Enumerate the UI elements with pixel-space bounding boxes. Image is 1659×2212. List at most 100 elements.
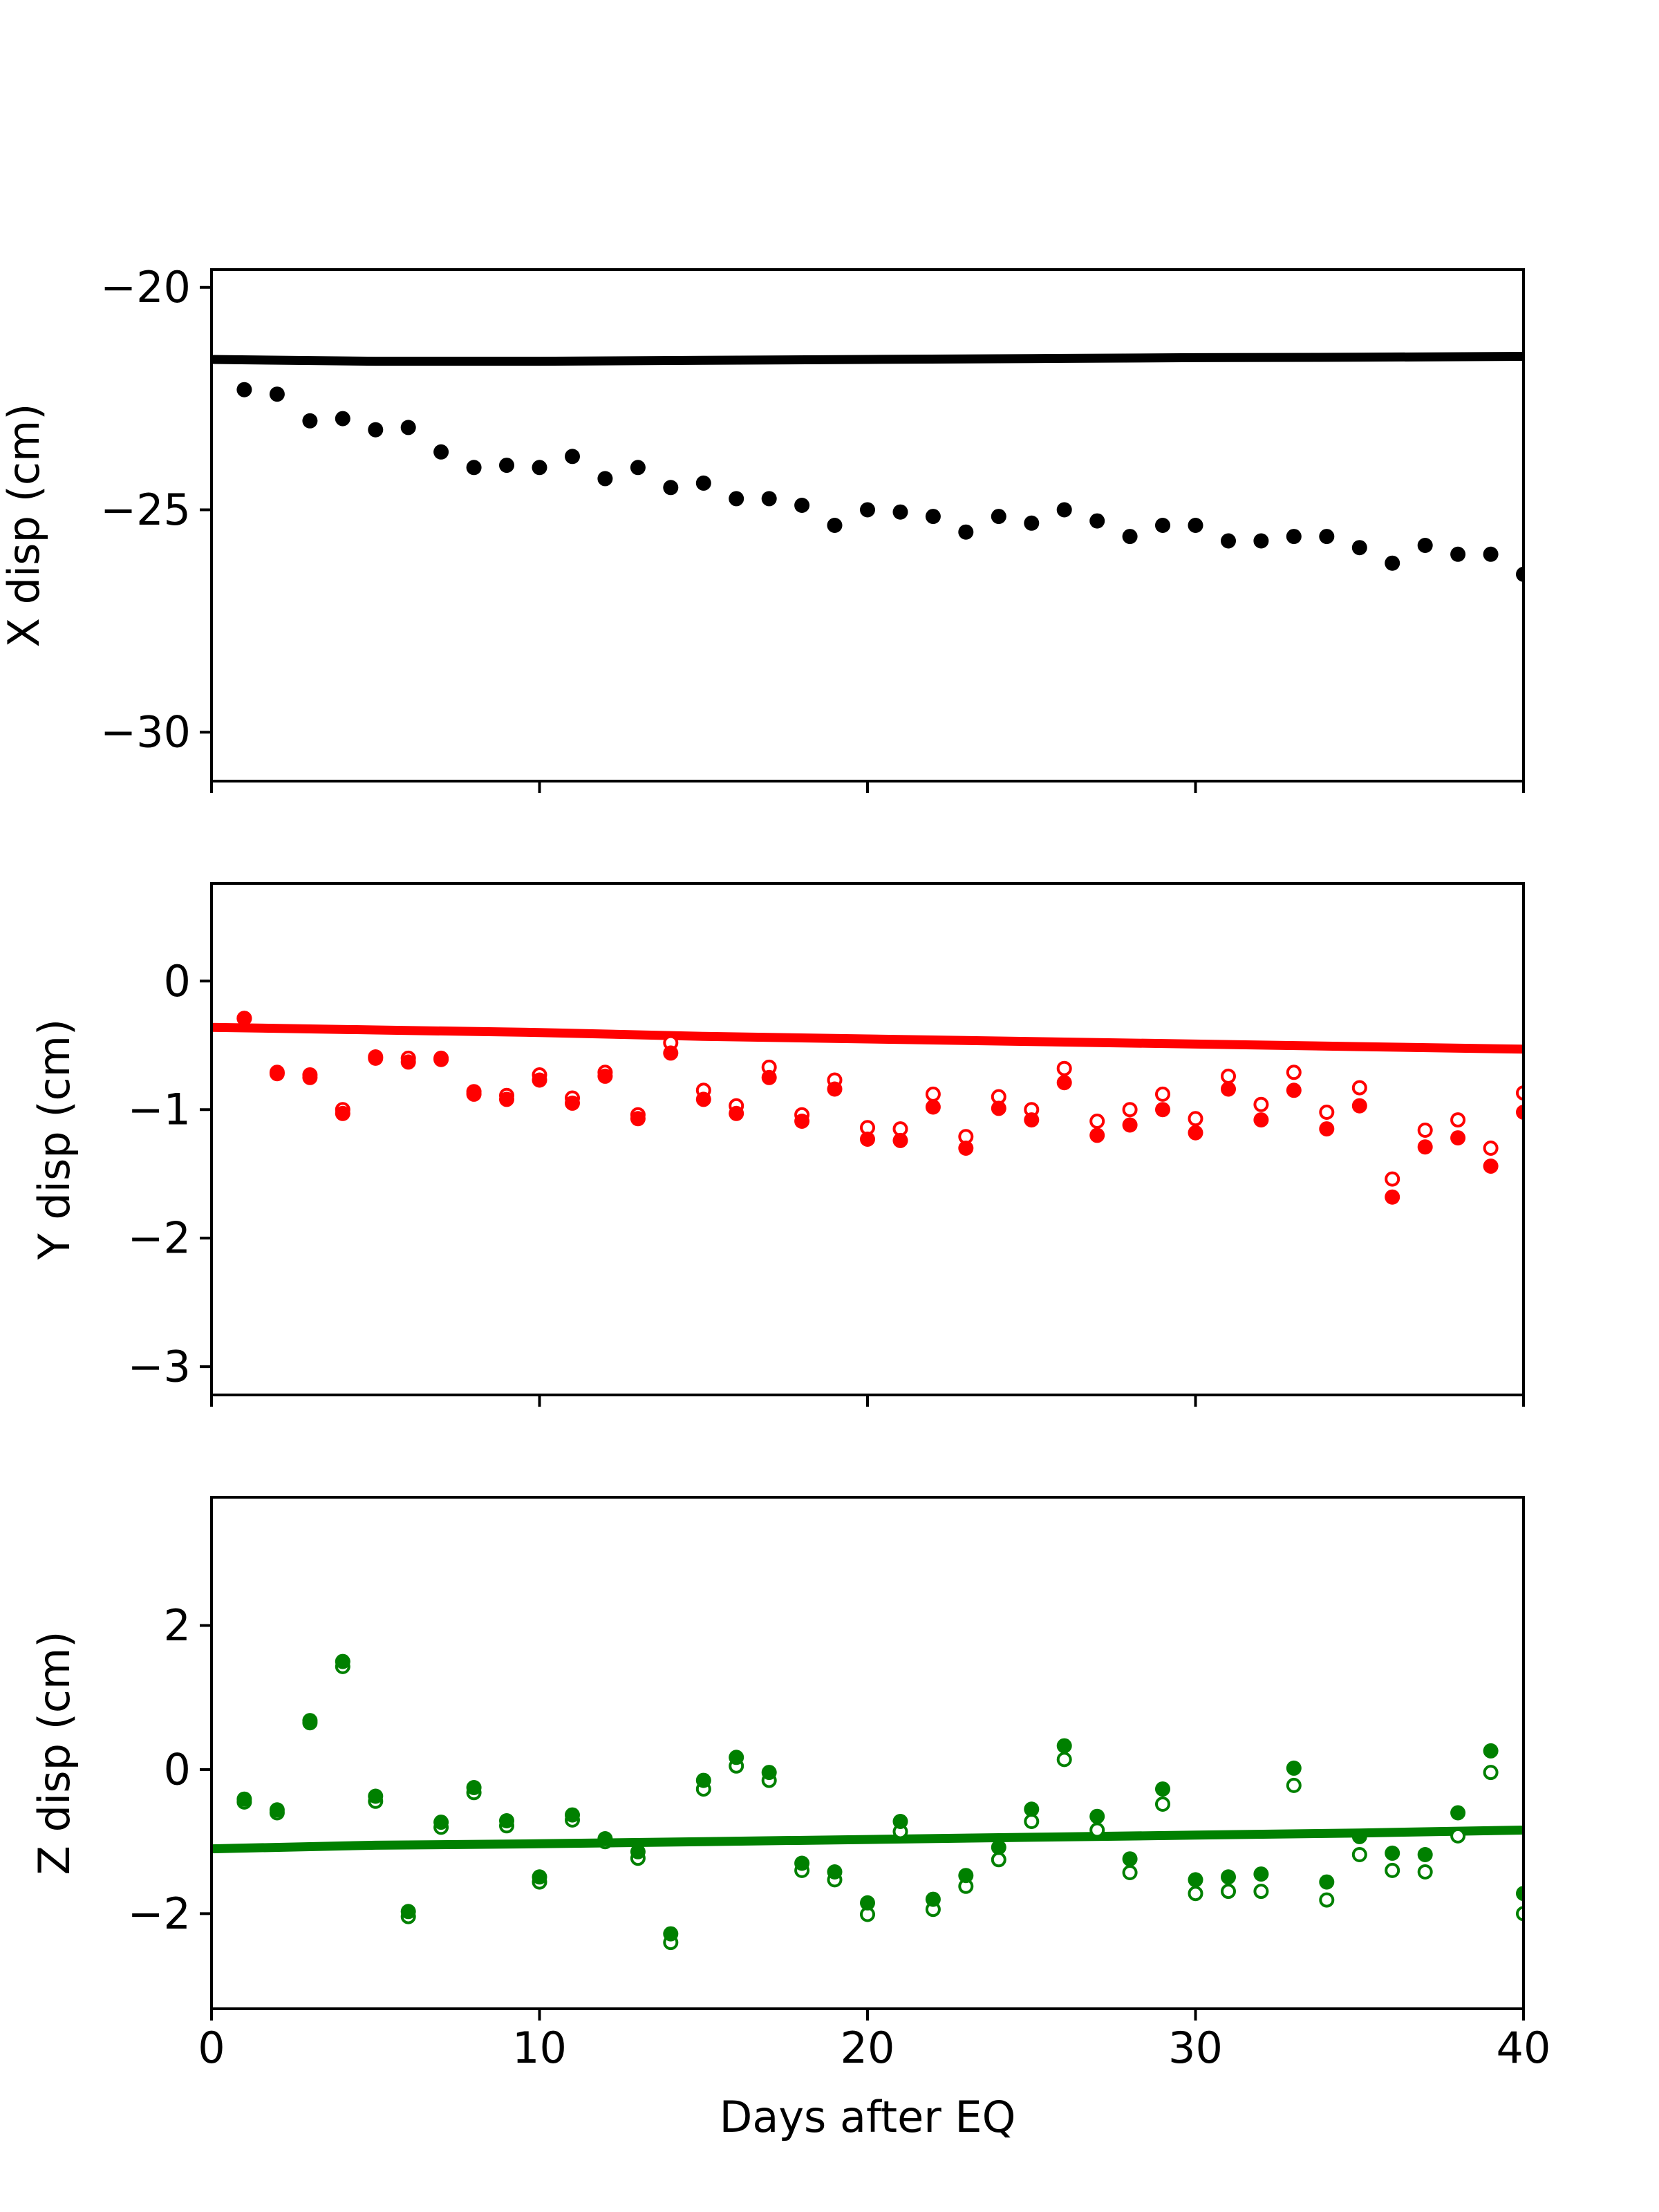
y-filled-point — [630, 1111, 646, 1127]
z-open-point — [1122, 1865, 1138, 1880]
y-filled-point — [1351, 1098, 1367, 1114]
z-filled-point — [597, 1831, 613, 1846]
z-ytick-label: 2 — [164, 1600, 191, 1651]
y-open-point — [1483, 1141, 1499, 1156]
z-filled-point — [236, 1791, 252, 1807]
x-filled-point — [1483, 546, 1499, 562]
x-filled-point — [1024, 515, 1040, 531]
y-filled-point — [1221, 1081, 1236, 1097]
x-filled-point — [630, 460, 646, 476]
x-filled-point — [1286, 529, 1302, 545]
x-ylabel: X disp (cm) — [0, 404, 49, 648]
y-filled-point — [1483, 1159, 1499, 1174]
z-filled-point — [761, 1765, 777, 1781]
y-open-point — [1155, 1086, 1170, 1102]
z-open-point — [1155, 1797, 1170, 1812]
x-panel: −20 −25 −30 X disp (cm) — [0, 262, 1525, 793]
x-filled-point — [400, 420, 416, 435]
x-ytick-label: −20 — [100, 262, 191, 312]
y-filled-point — [892, 1132, 908, 1148]
y-filled-point — [400, 1054, 416, 1070]
z-filled-point — [1417, 1847, 1433, 1862]
x-filled-point — [236, 382, 252, 397]
z-filled-point — [630, 1844, 646, 1859]
z-filled-point — [794, 1855, 810, 1871]
z-model-line — [212, 1826, 1524, 1854]
z-filled-point — [827, 1864, 843, 1880]
y-filled-point — [236, 1011, 252, 1027]
y-open-point — [1351, 1080, 1367, 1096]
z-filled-point — [695, 1772, 711, 1788]
z-xtick-label: 10 — [512, 2023, 567, 2073]
y-ytick-label: −1 — [128, 1085, 191, 1135]
y-open-point — [1516, 1085, 1524, 1101]
z-open-point — [1221, 1884, 1236, 1900]
x-filled-point — [1351, 540, 1367, 556]
z-filled-point — [892, 1814, 908, 1829]
y-filled-point — [1056, 1075, 1072, 1091]
y-ytick-label: −2 — [128, 1213, 191, 1264]
x-filled-point — [433, 444, 449, 460]
y-open-point — [1056, 1060, 1072, 1076]
x-filled-point — [991, 509, 1006, 525]
x-filled-point — [368, 422, 384, 438]
x-filled-point — [269, 386, 285, 402]
z-filled-point — [1385, 1845, 1400, 1861]
z-xtick-label: 30 — [1168, 2023, 1223, 2073]
x-filled-point — [1319, 529, 1335, 545]
x-filled-point — [1089, 513, 1105, 529]
y-filled-point — [1286, 1082, 1302, 1098]
z-filled-point — [1122, 1851, 1138, 1867]
x-filled-point — [1221, 533, 1236, 549]
x-filled-point — [302, 413, 318, 429]
z-open-point — [1385, 1862, 1400, 1878]
z-open-point — [991, 1852, 1006, 1868]
z-filled-point — [368, 1788, 384, 1804]
y-filled-point — [695, 1091, 711, 1107]
y-filled-point — [1253, 1112, 1269, 1128]
x-filled-point — [1385, 555, 1400, 571]
x-filled-point — [663, 480, 679, 496]
y-filled-point — [729, 1105, 744, 1121]
y-filled-point — [1450, 1130, 1466, 1146]
z-filled-point — [860, 1895, 875, 1911]
z-filled-point — [1188, 1872, 1203, 1888]
z-open-point — [1089, 1822, 1105, 1838]
y-open-point — [1221, 1068, 1236, 1084]
y-filled-point — [1122, 1117, 1138, 1133]
x-filled-point — [695, 475, 711, 491]
x-filled-point — [827, 518, 843, 533]
x-model-line — [212, 352, 1524, 366]
y-filled-point — [1516, 1105, 1524, 1120]
z-open-point — [1319, 1892, 1335, 1908]
z-open-point — [1450, 1828, 1466, 1844]
x-filled-point — [1417, 538, 1433, 553]
x-ytick-label: −30 — [100, 707, 191, 758]
y-filled-point — [1417, 1139, 1433, 1155]
y-filled-point — [1024, 1112, 1040, 1128]
x-filled-point — [499, 458, 514, 474]
y-filled-point — [991, 1100, 1006, 1116]
z-filled-point — [1319, 1874, 1335, 1890]
x-filled-point — [1253, 533, 1269, 549]
z-filled-point — [925, 1891, 941, 1907]
z-filled-point — [269, 1802, 285, 1818]
y-filled-point — [597, 1068, 613, 1084]
z-xtick-label: 20 — [841, 2023, 895, 2073]
x-filled-point — [466, 460, 482, 476]
z-filled-point — [1450, 1805, 1466, 1821]
z-xlabel: Days after EQ — [720, 2092, 1016, 2142]
x-filled-point — [729, 491, 744, 507]
z-xtick-label: 0 — [198, 2023, 225, 2073]
x-filled-point — [1516, 566, 1524, 582]
y-filled-point — [860, 1132, 875, 1147]
z-xtick-label: 40 — [1497, 2023, 1551, 2073]
y-open-point — [1450, 1112, 1466, 1128]
z-filled-point — [991, 1839, 1006, 1855]
z-ytick-label: −2 — [128, 1888, 191, 1939]
x-filled-point — [335, 411, 350, 427]
panels: −20−25−30X disp (cm)0−1−2−3Y disp (cm)20… — [0, 262, 1550, 2142]
y-filled-point — [368, 1049, 384, 1065]
z-filled-point — [1056, 1738, 1072, 1754]
z-filled-point — [466, 1780, 482, 1795]
